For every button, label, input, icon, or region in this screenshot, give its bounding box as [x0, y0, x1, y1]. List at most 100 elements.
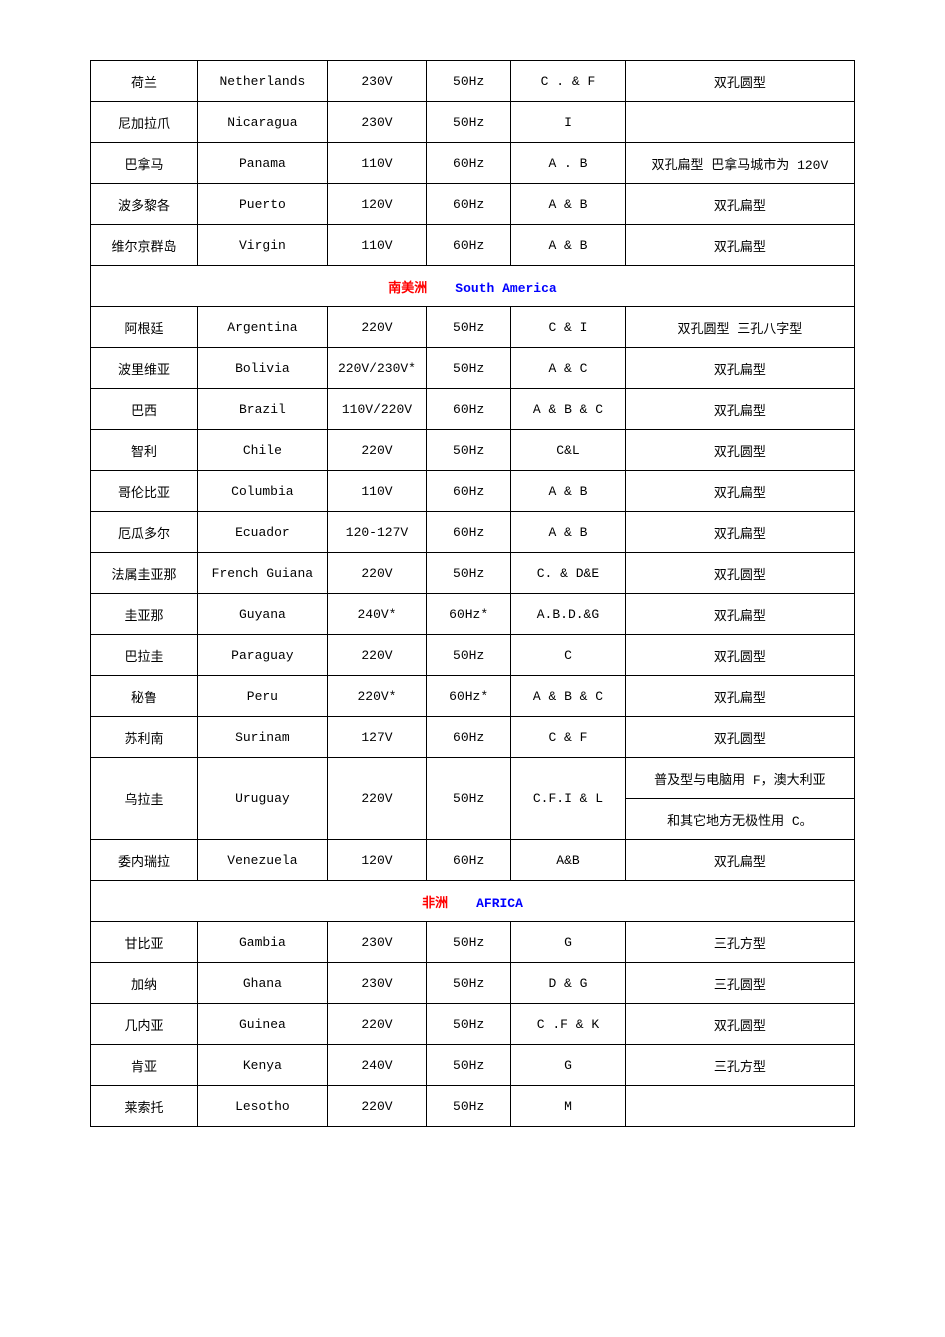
freq-cell: 50Hz	[427, 922, 511, 963]
freq-cell: 60Hz	[427, 184, 511, 225]
country-en: Ecuador	[197, 512, 327, 553]
table-row: 荷兰Netherlands230V50HzC . & F双孔圆型	[91, 61, 855, 102]
country-cn: 加纳	[91, 963, 198, 1004]
freq-cell: 50Hz	[427, 430, 511, 471]
section-title-en: South America	[455, 281, 556, 296]
freq-cell: 60Hz	[427, 471, 511, 512]
voltage-cell: 120V	[327, 184, 426, 225]
freq-cell: 60Hz	[427, 717, 511, 758]
plug-cell: A & B	[511, 512, 626, 553]
note-cell: 双孔圆型	[625, 1004, 854, 1045]
freq-cell: 60Hz*	[427, 676, 511, 717]
note-cell: 三孔方型	[625, 1045, 854, 1086]
note-cell: 双孔圆型	[625, 635, 854, 676]
table-row: 维尔京群岛Virgin110V60HzA & B双孔扁型	[91, 225, 855, 266]
table-row: 甘比亚Gambia230V50HzG三孔方型	[91, 922, 855, 963]
table-row: 巴拿马Panama110V60HzA . B双孔扁型 巴拿马城市为 120V	[91, 143, 855, 184]
section-cell: 非洲AFRICA	[91, 881, 855, 922]
freq-cell: 50Hz	[427, 1086, 511, 1127]
plug-cell: A & B & C	[511, 389, 626, 430]
table-row: 几内亚Guinea220V50HzC .F & K双孔圆型	[91, 1004, 855, 1045]
country-cn: 委内瑞拉	[91, 840, 198, 881]
freq-cell: 60Hz	[427, 840, 511, 881]
country-cn: 巴西	[91, 389, 198, 430]
country-en: Panama	[197, 143, 327, 184]
plug-cell: A & B	[511, 471, 626, 512]
section-title-cn: 非洲	[422, 892, 448, 911]
note-cell: 双孔扁型	[625, 676, 854, 717]
country-cn: 波多黎各	[91, 184, 198, 225]
note-cell	[625, 102, 854, 143]
note-cell: 普及型与电脑用 F，澳大利亚	[625, 758, 854, 799]
freq-cell: 50Hz	[427, 102, 511, 143]
country-en: Paraguay	[197, 635, 327, 676]
note-cell: 双孔圆型	[625, 553, 854, 594]
voltage-cell: 230V	[327, 102, 426, 143]
plug-cell: G	[511, 922, 626, 963]
country-en: Puerto	[197, 184, 327, 225]
voltage-cell: 240V*	[327, 594, 426, 635]
country-en: Gambia	[197, 922, 327, 963]
country-cn: 厄瓜多尔	[91, 512, 198, 553]
country-en: Brazil	[197, 389, 327, 430]
freq-cell: 50Hz	[427, 1004, 511, 1045]
country-cn: 巴拿马	[91, 143, 198, 184]
freq-cell: 60Hz	[427, 143, 511, 184]
freq-cell: 50Hz	[427, 758, 511, 840]
freq-cell: 50Hz	[427, 553, 511, 594]
country-cn: 哥伦比亚	[91, 471, 198, 512]
country-en: Guinea	[197, 1004, 327, 1045]
table-row: 肯亚Kenya240V50HzG三孔方型	[91, 1045, 855, 1086]
plug-cell: M	[511, 1086, 626, 1127]
section-header-africa: 非洲AFRICA	[91, 881, 855, 922]
country-cn: 秘鲁	[91, 676, 198, 717]
plug-cell: C & I	[511, 307, 626, 348]
country-en: Ghana	[197, 963, 327, 1004]
freq-cell: 50Hz	[427, 61, 511, 102]
note-cell: 双孔扁型	[625, 184, 854, 225]
country-en: Virgin	[197, 225, 327, 266]
voltage-cell: 220V	[327, 758, 426, 840]
freq-cell: 50Hz	[427, 348, 511, 389]
voltage-cell: 220V/230V*	[327, 348, 426, 389]
plug-cell: C. & D&E	[511, 553, 626, 594]
country-cn: 法属圭亚那	[91, 553, 198, 594]
voltage-cell: 110V/220V	[327, 389, 426, 430]
country-cn: 波里维亚	[91, 348, 198, 389]
note-cell: 双孔扁型 巴拿马城市为 120V	[625, 143, 854, 184]
country-cn: 乌拉圭	[91, 758, 198, 840]
voltage-cell: 120-127V	[327, 512, 426, 553]
country-cn: 智利	[91, 430, 198, 471]
note-cell: 双孔圆型	[625, 430, 854, 471]
plug-cell: C.F.I & L	[511, 758, 626, 840]
country-en: Argentina	[197, 307, 327, 348]
country-cn: 苏利南	[91, 717, 198, 758]
voltage-cell: 230V	[327, 963, 426, 1004]
section-header-south-america: 南美洲South America	[91, 266, 855, 307]
country-en: Nicaragua	[197, 102, 327, 143]
voltage-cell: 230V	[327, 61, 426, 102]
table-row: 尼加拉爪Nicaragua230V50HzI	[91, 102, 855, 143]
table-row: 秘鲁Peru220V*60Hz*A & B & C双孔扁型	[91, 676, 855, 717]
voltage-cell: 230V	[327, 922, 426, 963]
table-row: 乌拉圭Uruguay220V50HzC.F.I & L普及型与电脑用 F，澳大利…	[91, 758, 855, 799]
country-en: Netherlands	[197, 61, 327, 102]
country-en: Surinam	[197, 717, 327, 758]
note-cell: 三孔方型	[625, 922, 854, 963]
plug-cell: C .F & K	[511, 1004, 626, 1045]
country-cn: 荷兰	[91, 61, 198, 102]
freq-cell: 50Hz	[427, 635, 511, 676]
plug-cell: C&L	[511, 430, 626, 471]
plug-cell: A&B	[511, 840, 626, 881]
freq-cell: 50Hz	[427, 963, 511, 1004]
table-row: 加纳Ghana230V50HzD & G三孔圆型	[91, 963, 855, 1004]
country-en: Uruguay	[197, 758, 327, 840]
country-cn: 莱索托	[91, 1086, 198, 1127]
table-row: 波里维亚Bolivia220V/230V*50HzA & C双孔扁型	[91, 348, 855, 389]
plug-cell: A & B	[511, 225, 626, 266]
country-en: Guyana	[197, 594, 327, 635]
table-row: 厄瓜多尔Ecuador120-127V60HzA & B双孔扁型	[91, 512, 855, 553]
table-row: 莱索托Lesotho220V50HzM	[91, 1086, 855, 1127]
country-en: Columbia	[197, 471, 327, 512]
table-row: 法属圭亚那French Guiana220V50HzC. & D&E双孔圆型	[91, 553, 855, 594]
